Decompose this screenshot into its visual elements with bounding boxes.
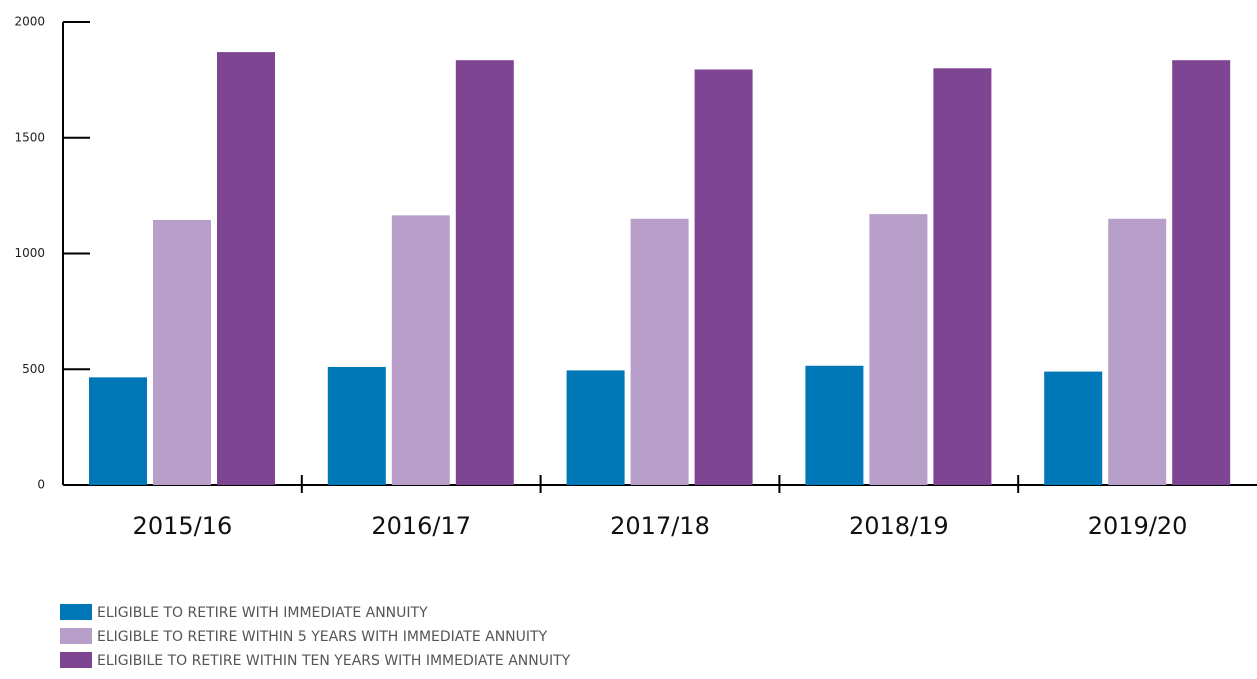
legend-swatch <box>60 652 92 668</box>
x-tick-label: 2016/17 <box>371 512 471 540</box>
legend-swatch <box>60 604 92 620</box>
x-tick-label: 2018/19 <box>849 512 949 540</box>
bar <box>391 215 450 486</box>
bar <box>1108 218 1167 485</box>
x-tick-label: 2015/16 <box>133 512 233 540</box>
bar <box>805 365 864 485</box>
bar <box>153 219 211 485</box>
bar <box>327 366 386 485</box>
bar <box>1044 371 1103 485</box>
bar <box>869 214 928 485</box>
bar <box>933 68 992 486</box>
legend-label: ELIGIBILE TO RETIRE WITHIN TEN YEARS WIT… <box>97 653 571 669</box>
bar <box>89 377 147 485</box>
x-tick-label: 2017/18 <box>610 512 710 540</box>
bar <box>217 52 275 485</box>
y-tick-label: 1500 <box>14 130 45 144</box>
y-tick-label: 1000 <box>14 246 45 260</box>
bar <box>1172 60 1231 485</box>
bar <box>566 370 625 485</box>
x-tick-label: 2019/20 <box>1088 512 1188 540</box>
y-tick-label: 0 <box>37 478 45 492</box>
bar <box>630 218 689 485</box>
y-tick-label: 2000 <box>14 15 45 29</box>
bar <box>455 60 514 485</box>
y-tick-label: 500 <box>22 362 45 376</box>
legend-swatch <box>60 628 92 644</box>
legend-label: ELIGIBLE TO RETIRE WITHIN 5 YEARS WITH I… <box>97 629 548 645</box>
bar <box>694 69 753 486</box>
legend-label: ELIGIBLE TO RETIRE WITH IMMEDIATE ANNUIT… <box>97 605 428 621</box>
